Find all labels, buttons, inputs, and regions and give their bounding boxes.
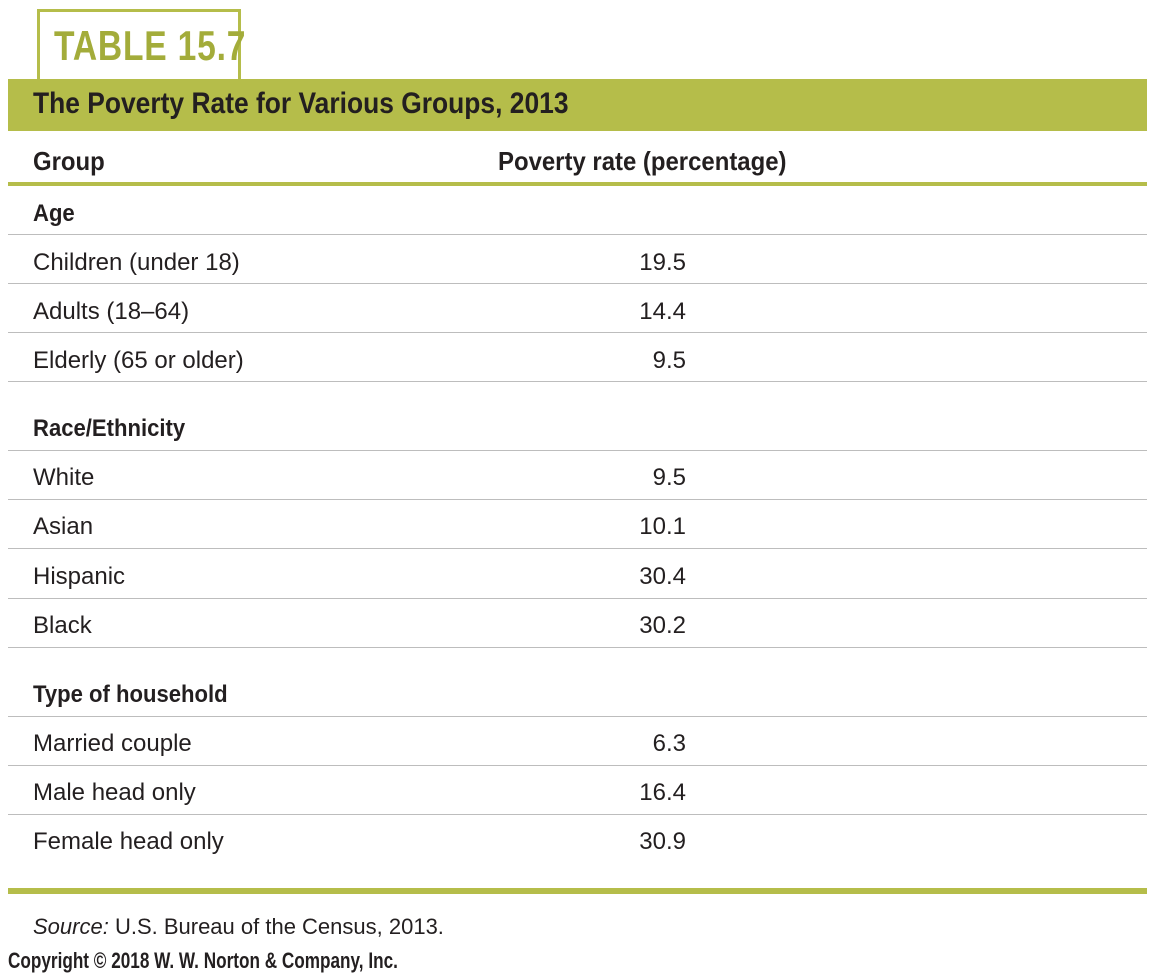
row-divider xyxy=(8,450,1147,451)
section-heading-race-ethnicity: Race/Ethnicity xyxy=(33,415,186,442)
table-row-label: Married couple xyxy=(33,730,192,757)
row-divider xyxy=(8,598,1147,599)
table-row-value: 10.1 xyxy=(639,513,686,540)
table-row-value: 6.3 xyxy=(652,730,686,757)
table-label-box: TABLE 15.7 xyxy=(37,9,245,79)
column-header-rate: Poverty rate (percentage) xyxy=(498,146,787,176)
table-row-value: 19.5 xyxy=(639,249,686,276)
table-row-value: 30.2 xyxy=(639,612,686,639)
row-divider xyxy=(8,381,1147,382)
table-row-label: Elderly (65 or older) xyxy=(33,347,244,374)
table-row-label: Male head only xyxy=(33,779,196,806)
row-divider xyxy=(8,499,1147,500)
row-divider xyxy=(8,647,1147,648)
table-title: The Poverty Rate for Various Groups, 201… xyxy=(33,87,569,120)
row-divider xyxy=(8,332,1147,333)
source-note: Source: U.S. Bureau of the Census, 2013. xyxy=(33,914,444,940)
source-prefix: Source: xyxy=(33,914,109,939)
row-divider xyxy=(8,716,1147,717)
row-divider xyxy=(8,814,1147,815)
row-divider xyxy=(8,283,1147,284)
table-label: TABLE 15.7 xyxy=(54,22,247,69)
section-heading-household: Type of household xyxy=(33,681,228,708)
column-header-group: Group xyxy=(33,146,105,176)
table-row-value: 9.5 xyxy=(652,347,686,374)
table-row-label: White xyxy=(33,464,95,491)
table-row-value: 30.4 xyxy=(639,563,686,590)
table-row-value: 16.4 xyxy=(639,779,686,806)
row-divider xyxy=(8,765,1147,766)
table-row-value: 30.9 xyxy=(639,828,686,855)
table-row-label: Asian xyxy=(33,513,94,540)
source-text: U.S. Bureau of the Census, 2013. xyxy=(108,914,444,939)
table-row-value: 9.5 xyxy=(652,464,686,491)
table-row-label: Female head only xyxy=(33,828,224,855)
table-row-value: 14.4 xyxy=(639,298,686,325)
table-row-label: Children (under 18) xyxy=(33,249,240,276)
section-heading-age: Age xyxy=(33,200,75,227)
header-divider xyxy=(8,182,1147,186)
table-row-label: Adults (18–64) xyxy=(33,298,190,325)
row-divider xyxy=(8,234,1147,235)
row-divider xyxy=(8,548,1147,549)
table-row-label: Hispanic xyxy=(33,563,126,590)
title-bar: The Poverty Rate for Various Groups, 201… xyxy=(8,79,1147,131)
copyright-notice: Copyright © 2018 W. W. Norton & Company,… xyxy=(8,948,398,973)
table-row-label: Black xyxy=(33,612,92,639)
table-bottom-rule xyxy=(8,888,1147,894)
